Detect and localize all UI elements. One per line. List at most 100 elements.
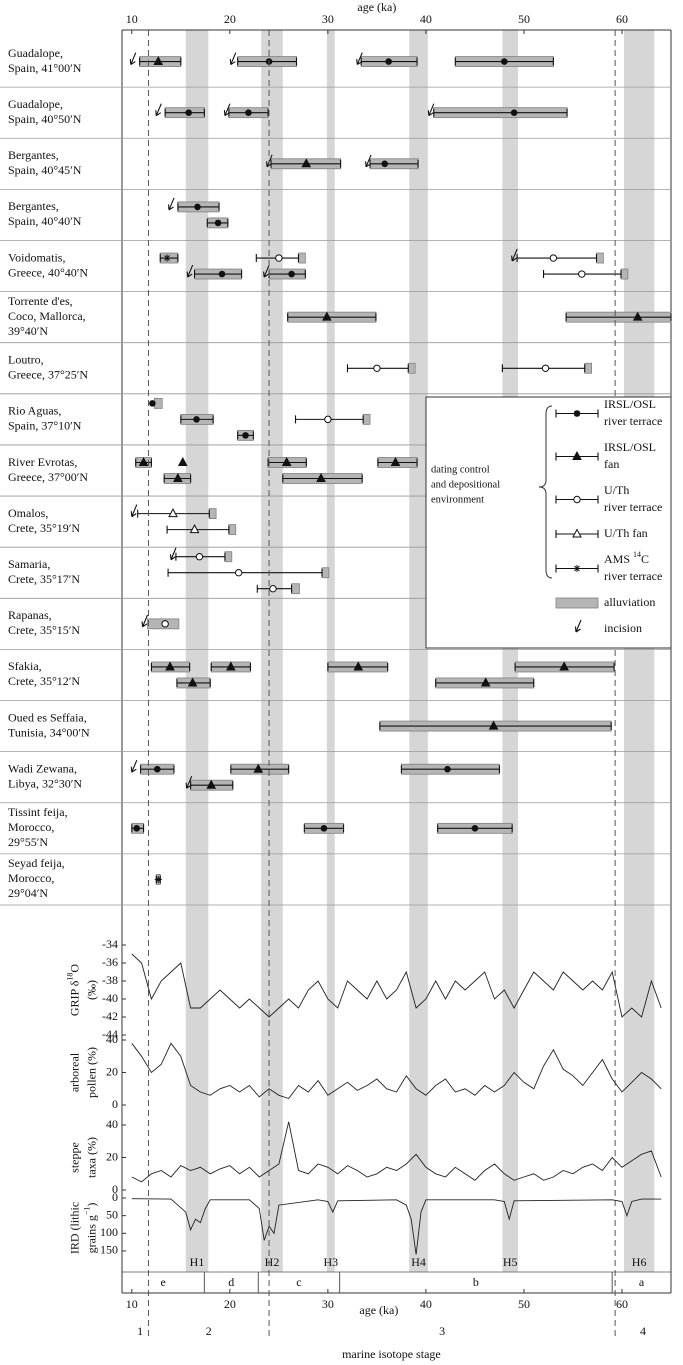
legend-label: U/Th xyxy=(604,483,629,497)
proxy-line xyxy=(131,1042,662,1100)
age-marker xyxy=(444,765,451,773)
site-label: Samaria, xyxy=(8,557,50,571)
text-run: incision xyxy=(604,621,642,635)
site-label: Tunisia, 34°00′N xyxy=(8,725,90,739)
y-tick-label: -38 xyxy=(102,973,118,987)
site-label: Greece, 40°40′N xyxy=(8,265,88,279)
age-marker xyxy=(218,270,226,278)
age-marker xyxy=(578,270,586,278)
x-axis-title: age (ka) xyxy=(359,1303,398,1317)
legend-title: and depositional xyxy=(431,479,500,490)
alluviation-box xyxy=(291,583,300,595)
site-label: Bergantes, xyxy=(8,199,59,213)
age-marker xyxy=(153,765,161,773)
y-tick-label: -36 xyxy=(102,955,118,969)
site-label: 29°04′N xyxy=(8,886,48,900)
x-tick-label: 50 xyxy=(518,12,530,26)
alluviation-box xyxy=(362,413,371,425)
age-marker xyxy=(189,524,200,534)
heinrich-band xyxy=(261,30,283,1272)
y-tick-label: 0 xyxy=(112,1182,118,1196)
text-run: pollen (%) xyxy=(84,1047,98,1098)
stadial-label: e xyxy=(161,1275,166,1289)
x-tick-label: 50 xyxy=(518,1297,530,1311)
text-run: ) xyxy=(84,1203,98,1207)
age-marker xyxy=(381,160,389,168)
incision-arrow xyxy=(223,103,231,117)
legend-box xyxy=(425,396,672,649)
incision-arrow xyxy=(141,614,149,628)
background-layer xyxy=(185,30,655,1272)
heinrich-label: H5 xyxy=(503,1255,518,1269)
heinrich-band xyxy=(502,30,519,1272)
text-run: IRD (lithic xyxy=(67,1202,81,1254)
age-marker xyxy=(165,661,175,671)
y-tick-label: 50 xyxy=(106,1207,118,1221)
x-tick-label: 60 xyxy=(616,1297,628,1311)
legend-symbol xyxy=(555,597,599,609)
age-marker xyxy=(234,569,243,577)
y-tick-label: 20 xyxy=(106,1149,118,1163)
age-marker xyxy=(559,661,569,671)
age-marker xyxy=(373,364,381,372)
text-run: O xyxy=(67,964,81,973)
legend-label: river terrace xyxy=(604,414,662,428)
y-tick-label: 100 xyxy=(100,1225,118,1239)
y-tick-label: -34 xyxy=(102,937,118,951)
site-label: Crete, 35°19′N xyxy=(8,521,80,535)
x-tick-label: 20 xyxy=(224,1297,236,1311)
incision-arrow xyxy=(130,504,138,518)
age-marker xyxy=(154,875,162,883)
age-marker xyxy=(168,508,178,518)
x-tick-label: 10 xyxy=(126,1297,138,1311)
proxy-line xyxy=(131,1121,662,1183)
site-label: 29°55′N xyxy=(8,835,48,849)
site-label: Morocco, xyxy=(8,820,54,834)
y-axis-title: IRD (lithic xyxy=(67,1202,81,1254)
proxy-line xyxy=(131,1198,662,1255)
heinrich-label: H6 xyxy=(632,1255,647,1269)
age-marker xyxy=(385,58,392,65)
age-marker xyxy=(253,763,264,773)
text-run: IRSL/OSL xyxy=(604,397,656,411)
incision-arrow xyxy=(129,52,137,66)
x-tick-label: 30 xyxy=(322,12,334,26)
y-tick-label: -40 xyxy=(102,991,118,1005)
text-run: alluviation xyxy=(604,595,655,609)
mis-label: 4 xyxy=(640,1324,646,1338)
text-run: IRSL/OSL xyxy=(604,440,656,454)
site-label: River Evrotas, xyxy=(8,455,77,469)
heinrich-band xyxy=(326,30,335,1272)
legend-label: AMS 14C xyxy=(604,550,649,566)
heinrich-band xyxy=(623,30,655,1272)
heinrich-band xyxy=(409,30,428,1272)
site-label: Crete, 35°15′N xyxy=(8,623,80,637)
text-run: grains g xyxy=(84,1215,98,1253)
age-marker xyxy=(187,677,198,687)
text-run: GRIP δ xyxy=(67,980,81,1016)
age-marker xyxy=(480,677,491,687)
heinrich-band xyxy=(185,30,209,1272)
site-label: Libya, 32°30′N xyxy=(8,776,82,790)
incision-arrow xyxy=(130,759,138,773)
legend-label: IRSL/OSL xyxy=(604,440,656,454)
y-tick-label: 20 xyxy=(106,1064,118,1078)
legend-title: dating control xyxy=(431,464,490,475)
age-marker xyxy=(301,158,312,168)
age-marker xyxy=(510,109,518,116)
age-marker xyxy=(177,456,188,466)
age-marker xyxy=(214,219,222,227)
site-label: Crete, 35°12′N xyxy=(8,674,80,688)
text-run: fan xyxy=(604,457,619,471)
age-marker xyxy=(322,311,332,321)
age-marker xyxy=(242,432,249,439)
age-marker xyxy=(281,456,292,466)
proxy-line xyxy=(131,953,662,1018)
site-label: Loutro, xyxy=(8,353,44,367)
age-marker xyxy=(225,661,236,671)
legend-label: fan xyxy=(604,457,619,471)
site-label: Oued es Seffaia, xyxy=(8,710,87,724)
site-label: Greece, 37°00′N xyxy=(8,470,88,484)
x-tick-label: 20 xyxy=(224,12,236,26)
